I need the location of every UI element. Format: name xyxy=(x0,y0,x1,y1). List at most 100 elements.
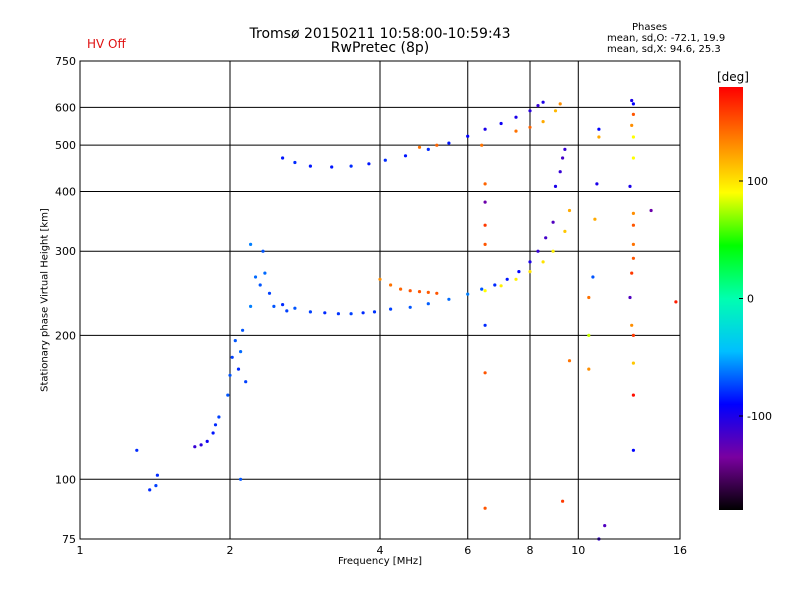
x-tick-label: 6 xyxy=(464,544,471,557)
x-tick-label: 1 xyxy=(77,544,84,557)
data-point xyxy=(514,129,518,133)
data-point xyxy=(217,415,221,419)
data-point xyxy=(323,311,327,315)
data-point xyxy=(631,393,636,397)
data-point xyxy=(563,229,567,233)
data-point xyxy=(263,271,267,275)
data-point xyxy=(154,484,158,488)
colorbar-unit-label: [deg] xyxy=(717,70,749,84)
data-point xyxy=(308,164,312,168)
data-point xyxy=(514,115,518,119)
data-point xyxy=(447,141,451,145)
colorbar: 100 0 -100 xyxy=(719,87,772,510)
data-point xyxy=(587,333,591,337)
data-point xyxy=(630,271,634,275)
data-point xyxy=(408,289,412,293)
data-point xyxy=(199,443,203,447)
data-point xyxy=(483,289,487,293)
data-point xyxy=(541,100,545,104)
data-point xyxy=(447,297,451,301)
data-point xyxy=(483,127,487,131)
grid-lines xyxy=(80,61,680,539)
data-point xyxy=(367,162,371,166)
chart-subtitle: RwPretec (8p) xyxy=(330,40,430,56)
data-point xyxy=(466,134,470,138)
y-tick-label: 75 xyxy=(62,533,76,546)
data-point xyxy=(281,303,285,307)
x-tick-label: 2 xyxy=(227,544,234,557)
data-point xyxy=(285,309,289,313)
data-point xyxy=(249,304,253,308)
data-point xyxy=(230,355,234,359)
data-point xyxy=(349,312,353,316)
data-point xyxy=(426,147,430,151)
y-tick-label: 200 xyxy=(55,329,76,342)
data-point xyxy=(239,350,243,354)
data-point xyxy=(630,323,634,327)
data-point xyxy=(417,145,422,149)
stats-line-x: mean, sd,X: 94.6, 25.3 xyxy=(607,44,721,55)
data-point xyxy=(483,223,487,227)
plot-frame xyxy=(79,60,681,540)
data-point xyxy=(603,524,607,528)
data-point xyxy=(499,284,503,288)
chart-title: Tromsø 20150211 10:58:00-10:59:43 xyxy=(249,26,511,42)
data-point xyxy=(631,112,636,116)
data-point xyxy=(483,200,487,204)
data-point xyxy=(435,143,439,147)
data-point xyxy=(253,275,258,279)
data-point xyxy=(233,339,237,343)
data-point xyxy=(267,291,272,295)
data-point xyxy=(631,135,636,139)
data-point xyxy=(558,102,562,106)
y-tick-label: 100 xyxy=(55,473,76,486)
data-point xyxy=(631,102,636,106)
data-point xyxy=(228,373,232,377)
data-point xyxy=(528,125,532,129)
data-point xyxy=(383,158,387,162)
colorbar-tick-label: 100 xyxy=(747,175,768,188)
data-point xyxy=(293,160,297,165)
data-point xyxy=(483,242,487,246)
data-point xyxy=(631,242,636,246)
data-point xyxy=(595,182,599,186)
data-points xyxy=(135,98,678,541)
data-point xyxy=(528,109,532,113)
data-point xyxy=(649,208,653,213)
axis-ticks: 1 2 4 6 8 10 16 75 100 200 300 400 500 600 750 xyxy=(55,55,687,557)
data-point xyxy=(631,223,636,227)
data-point xyxy=(631,211,636,215)
data-point xyxy=(155,473,159,477)
data-point xyxy=(493,283,497,287)
data-point xyxy=(399,287,403,291)
data-point xyxy=(417,290,422,294)
data-point xyxy=(293,306,297,310)
data-point xyxy=(239,477,243,481)
data-point xyxy=(567,208,572,213)
data-point xyxy=(631,448,636,452)
data-point xyxy=(631,156,636,160)
colorbar-tick-label: 0 xyxy=(747,293,754,306)
data-point xyxy=(483,182,487,186)
data-point xyxy=(261,249,265,253)
data-point xyxy=(631,333,636,337)
data-point xyxy=(483,506,487,510)
y-tick-label: 300 xyxy=(55,245,76,258)
data-point xyxy=(553,184,558,188)
data-point xyxy=(567,359,572,363)
data-point xyxy=(514,277,518,281)
data-point xyxy=(281,156,285,160)
data-point xyxy=(630,98,634,103)
data-point xyxy=(561,156,565,160)
colorbar-tick-label: -100 xyxy=(747,410,772,423)
data-point xyxy=(505,277,509,281)
data-point xyxy=(587,295,591,300)
hv-status-label: HV Off xyxy=(87,37,126,51)
data-point xyxy=(674,300,678,304)
data-point xyxy=(135,448,139,452)
y-tick-label: 750 xyxy=(55,55,76,68)
data-point xyxy=(517,270,521,274)
data-point xyxy=(480,143,484,147)
data-point xyxy=(587,367,591,371)
